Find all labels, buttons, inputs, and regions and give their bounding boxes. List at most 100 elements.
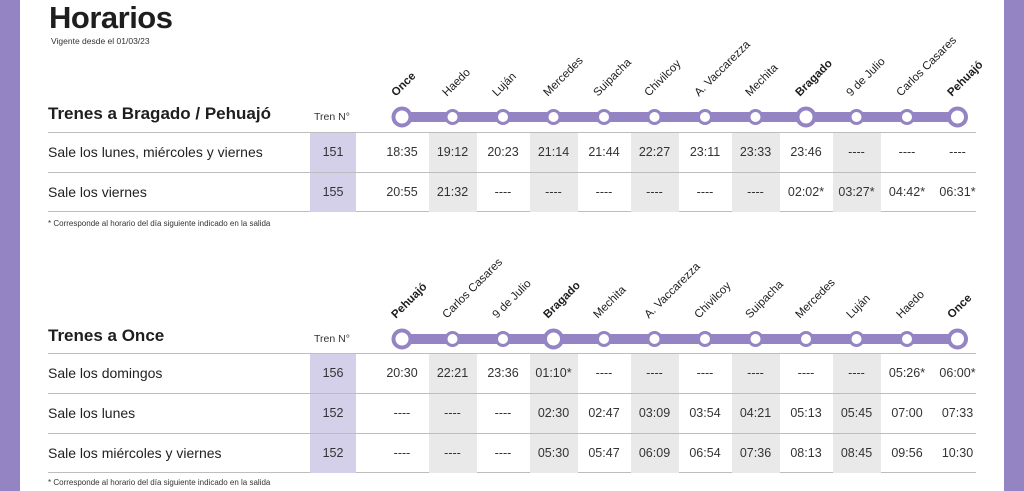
train-number: 151	[310, 133, 356, 172]
station-dot	[646, 331, 663, 347]
time-cell: ----	[898, 145, 916, 159]
time-cell: 06:54	[689, 446, 721, 460]
time-cell: 23:36	[487, 366, 519, 380]
time-cell: ----	[630, 354, 679, 393]
station-dot	[697, 331, 713, 347]
station-dot	[747, 109, 764, 125]
station-dot	[596, 109, 612, 125]
time-cell: 06:31*	[939, 185, 976, 199]
time-cell: ----	[832, 133, 881, 172]
time-cell: ----	[393, 446, 411, 460]
page-title: Horarios	[49, 0, 173, 35]
time-cell: ----	[428, 394, 477, 433]
station-name: Luján	[490, 70, 519, 99]
station-name: Pehuajó	[945, 58, 986, 99]
station-name: Once	[945, 292, 974, 321]
time-cell: 05:47	[588, 446, 620, 460]
station-name: Haedo	[894, 288, 927, 321]
station-name: Suipacha	[591, 56, 634, 99]
station-dot	[545, 109, 562, 125]
row-label: Sale los lunes, miércoles y viernes	[48, 144, 263, 160]
schedule-row: Sale los lunes, miércoles y viernes 151 18…	[48, 132, 976, 172]
time-cell: 05:26*	[888, 366, 926, 380]
time-cell: ----	[696, 366, 714, 380]
station-name: Luján	[844, 292, 873, 321]
time-cell: ----	[630, 173, 679, 212]
time-cell: 04:21	[731, 394, 780, 433]
station-dot	[795, 106, 817, 128]
time-cell: 01:10*	[529, 354, 578, 393]
time-cell: 09:56	[891, 446, 923, 460]
time-cell: 08:13	[790, 446, 822, 460]
time-cell: 10:30	[941, 446, 974, 460]
time-cell: 20:23	[487, 145, 519, 159]
time-cell: 07:36	[731, 434, 780, 473]
time-cell: 23:33	[731, 133, 780, 172]
station-dot	[444, 109, 461, 125]
route-line	[391, 328, 968, 350]
time-cell: ----	[494, 185, 512, 199]
station-name: Once	[389, 70, 419, 99]
schedule-page: Horarios Vigente desde el 01/03/23 Trene…	[20, 0, 1004, 491]
time-cell: 18:35	[386, 145, 418, 159]
time-cell: ----	[797, 366, 815, 380]
time-cell: 07:00	[891, 406, 923, 420]
section-title: Trenes a Bragado / Pehuajó	[48, 104, 271, 123]
page-subtitle: Vigente desde el 01/03/23	[51, 36, 150, 46]
station-name: 9 de Julio	[490, 277, 534, 321]
time-cell: 22:21	[428, 354, 477, 393]
station-dot	[543, 328, 564, 350]
time-cell: ----	[595, 366, 613, 380]
section-title: Trenes a Once	[48, 326, 165, 345]
time-cell: 21:32	[428, 173, 477, 212]
time-cell: 06:09	[630, 434, 679, 473]
train-number: 152	[310, 434, 356, 473]
time-cell: 05:13	[790, 406, 822, 420]
station-name: Pehuajó	[389, 280, 430, 321]
row-label: Sale los viernes	[48, 184, 147, 200]
time-cell: ----	[494, 446, 512, 460]
time-cell: 07:33	[941, 406, 974, 420]
station-dot	[391, 328, 413, 350]
footnote: * Corresponde al horario del día siguien…	[48, 478, 271, 487]
time-cell: 03:09	[630, 394, 679, 433]
station-dot	[495, 109, 511, 125]
time-cell: 19:12	[428, 133, 477, 172]
time-cell: 06:00*	[939, 366, 976, 380]
station-dot	[391, 106, 413, 128]
row-label: Sale los lunes	[48, 405, 136, 421]
station-name: Chivilcoy	[642, 57, 684, 99]
time-cell: 03:27*	[832, 173, 881, 212]
station-name: Mechita	[743, 62, 780, 99]
station-dot	[495, 331, 511, 347]
station-dot	[444, 331, 461, 347]
time-cell: 21:14	[529, 133, 578, 172]
station-dot	[899, 331, 915, 347]
train-number: 152	[310, 394, 356, 433]
train-number: 155	[310, 173, 356, 212]
time-cell: 23:11	[689, 145, 721, 159]
footnote: * Corresponde al horario del día siguien…	[48, 219, 271, 228]
station-name: Mechita	[591, 284, 629, 321]
time-cell: ----	[494, 406, 512, 420]
route-line	[391, 106, 968, 128]
time-cell: ----	[529, 173, 578, 212]
station-dot	[947, 328, 968, 350]
station-dot	[899, 109, 915, 125]
time-cell: ----	[949, 145, 966, 159]
station-name: Suipacha	[743, 278, 786, 321]
schedule-row: Sale los domingos 156 20:30 22:21 23:36 01:10…	[48, 353, 976, 393]
time-cell: 02:47	[588, 406, 620, 420]
time-cell: ----	[696, 185, 714, 199]
schedule-row: Sale los miércoles y viernes 152 ---- ---- -…	[48, 433, 976, 473]
time-cell: 08:45	[832, 434, 881, 473]
station-name: Mercedes	[541, 54, 586, 99]
time-cell: 05:45	[832, 394, 881, 433]
station-dot	[848, 331, 865, 347]
station-dot	[798, 331, 814, 347]
row-label: Sale los miércoles y viernes	[48, 445, 222, 461]
time-cell: 20:30	[386, 366, 418, 380]
station-name: Bragado	[793, 57, 835, 99]
row-label: Sale los domingos	[48, 365, 163, 381]
time-cell: ----	[595, 185, 613, 199]
